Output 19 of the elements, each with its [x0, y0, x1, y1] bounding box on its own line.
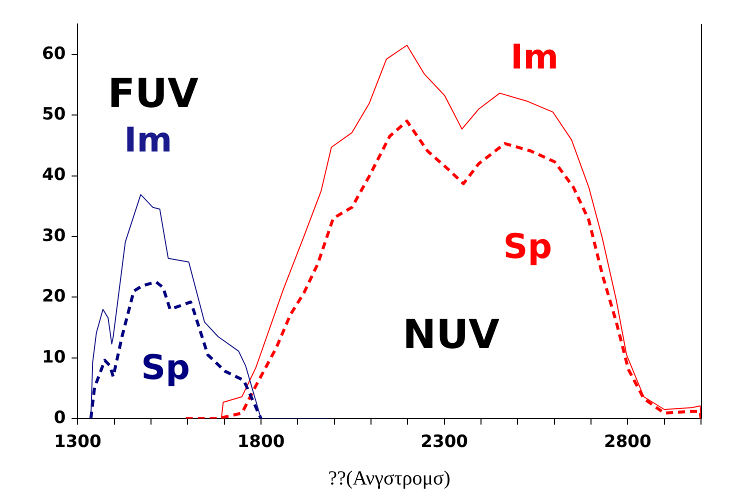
- series-label: Im: [124, 120, 172, 161]
- y-tick-label: 0: [54, 408, 66, 428]
- annotation: NUV: [402, 312, 500, 358]
- y-tick-label: 40: [42, 165, 66, 186]
- x-tick-label: 2300: [420, 432, 468, 452]
- x-tick-label: 1800: [237, 432, 285, 452]
- y-tick-label: 60: [42, 44, 66, 64]
- series-label: Sp: [503, 226, 552, 267]
- series-label: Sp: [141, 348, 190, 388]
- y-tick-label: 30: [42, 226, 66, 246]
- y-tick-label: 20: [42, 286, 66, 307]
- y-tick-label: 50: [42, 104, 66, 124]
- series-label: Im: [510, 37, 559, 78]
- x-tick-label: 1300: [54, 432, 102, 452]
- annotation: FUV: [108, 70, 199, 117]
- line-series: [89, 280, 262, 419]
- x-axis-title: ??(Ανγστρομσ): [328, 467, 450, 490]
- y-tick-label: 10: [42, 347, 66, 368]
- x-tick-label: 2800: [604, 432, 652, 452]
